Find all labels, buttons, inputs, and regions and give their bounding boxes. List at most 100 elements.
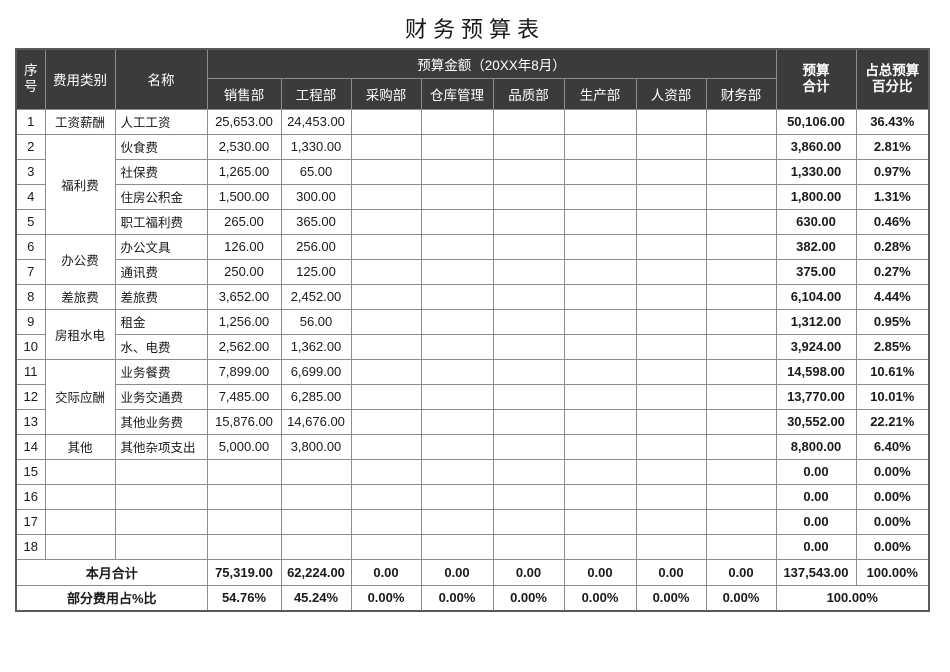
category-cell: 办公费 [44,233,116,285]
dept-value-cell [563,483,637,510]
dept-value-cell [492,233,565,260]
dept-value-cell [350,533,422,560]
dept-value-cell: 24,453.00 [280,108,352,135]
dept-value-cell [563,258,637,285]
header-dept-engineering: 工程部 [280,77,352,110]
dept-value-cell [492,283,565,310]
category-cell [44,458,116,485]
row-number-cell: 17 [15,508,46,535]
category-cell [44,508,116,535]
dept-value-cell [420,283,494,310]
dept-value-cell [705,158,777,185]
dept-value-cell [705,208,777,235]
budget-total-cell: 375.00 [775,258,857,285]
month-total-value-cell: 0.00 [420,558,494,586]
dept-value-cell [563,183,637,210]
month-total-value-cell: 0.00 [705,558,777,586]
header-dept-finance: 财务部 [705,77,777,110]
dept-value-cell [420,458,494,485]
budget-total-cell: 3,924.00 [775,333,857,360]
header-dept-purchasing: 采购部 [350,77,422,110]
dept-value-cell: 126.00 [206,233,282,260]
dept-value-cell [705,458,777,485]
header-col-percent: 占总预算 百分比 [855,48,930,110]
dept-value-cell: 1,330.00 [280,133,352,160]
dept-value-cell [635,158,707,185]
dept-value-cell [705,383,777,410]
row-number-cell: 1 [15,108,46,135]
header-budget-group: 预算金额（20XX年8月） [206,48,777,79]
dept-value-cell: 265.00 [206,208,282,235]
dept-value-cell: 14,676.00 [280,408,352,435]
dept-value-cell [492,133,565,160]
dept-value-cell [563,333,637,360]
header-col-no: 序 号 [15,48,46,110]
header-col-total: 预算 合计 [775,48,857,110]
dept-value-cell [350,308,422,335]
dept-value-cell [350,183,422,210]
dept-value-cell [563,383,637,410]
dept-value-cell: 300.00 [280,183,352,210]
category-cell [44,483,116,510]
partial-percent-value-cell: 0.00% [563,584,637,612]
dept-value-cell [420,208,494,235]
budget-percent-cell: 36.43% [855,108,930,135]
budget-total-cell: 13,770.00 [775,383,857,410]
table-row: 8 差旅费 差旅费 3,652.00 2,452.00 6,104.00 4.44% [15,283,930,310]
dept-value-cell: 3,800.00 [280,433,352,460]
budget-total-cell: 14,598.00 [775,358,857,385]
row-number-cell: 2 [15,133,46,160]
dept-value-cell [280,458,352,485]
dept-value-cell [280,483,352,510]
category-cell: 交际应酬 [44,358,116,435]
month-total-value-cell: 0.00 [635,558,707,586]
table-row: 9 房租水电 租金 1,256.00 56.00 1,312.00 0.95% [15,308,930,360]
dept-value-cell [492,333,565,360]
name-cell: 伙食费 [114,133,208,160]
dept-value-cell [350,258,422,285]
dept-value-cell [420,183,494,210]
partial-percent-value-cell: 0.00% [350,584,422,612]
header-col-name: 名称 [114,48,208,110]
dept-value-cell [635,133,707,160]
dept-value-cell [563,308,637,335]
dept-value-cell: 365.00 [280,208,352,235]
dept-value-cell [635,258,707,285]
partial-percent-label: 部分费用占%比 [15,584,208,612]
dept-value-cell: 6,699.00 [280,358,352,385]
dept-value-cell [280,508,352,535]
table-row: 11 交际应酬 业务餐费 7,899.00 6,699.00 14,598.00 10.61… [15,358,930,435]
dept-value-cell [705,308,777,335]
dept-value-cell [635,208,707,235]
category-cell: 其他 [44,433,116,460]
partial-percent-value-cell: 0.00% [420,584,494,612]
budget-total-cell: 0.00 [775,483,857,510]
partial-percent-value-cell: 54.76% [206,584,282,612]
header-dept-warehouse: 仓库管理 [420,77,494,110]
dept-value-cell [492,408,565,435]
dept-value-cell [350,433,422,460]
name-cell: 社保费 [114,158,208,185]
dept-value-cell [563,108,637,135]
table-row: 18 0.00 0.00% [15,533,930,560]
name-cell [114,458,208,485]
dept-value-cell [563,358,637,385]
dept-value-cell [635,233,707,260]
header-col-category: 费用类别 [44,48,116,110]
dept-value-cell: 5,000.00 [206,433,282,460]
dept-value-cell [635,458,707,485]
partial-percent-value-cell: 0.00% [635,584,707,612]
row-number-cell: 18 [15,533,46,560]
dept-value-cell [492,508,565,535]
dept-value-cell: 1,256.00 [206,308,282,335]
name-cell: 通讯费 [114,258,208,285]
dept-value-cell [705,533,777,560]
table-body: 1 工资薪酬 人工工资 25,653.00 24,453.00 50,106.00 36.4… [15,108,930,612]
budget-percent-cell: 0.97% [855,158,930,185]
dept-value-cell [563,433,637,460]
month-total-value-cell: 0.00 [563,558,637,586]
dept-value-cell [350,108,422,135]
dept-value-cell [350,383,422,410]
dept-value-cell: 250.00 [206,258,282,285]
dept-value-cell [206,483,282,510]
